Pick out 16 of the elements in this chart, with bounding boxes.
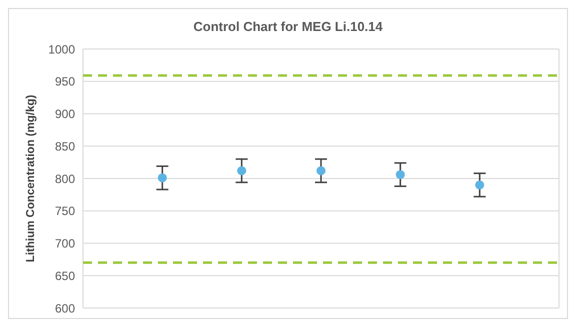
chart-title: Control Chart for MEG Li.10.14 — [192, 18, 384, 36]
point — [396, 170, 405, 180]
point — [237, 166, 246, 176]
y-tick-label: 850 — [54, 139, 76, 154]
y-tick-label: 900 — [54, 107, 76, 122]
y-tick-label: 700 — [54, 236, 76, 251]
y-tick-label: 1000 — [48, 42, 76, 56]
y-tick-label: 650 — [54, 268, 76, 283]
y-tick-label: 800 — [54, 172, 76, 186]
y-tick-label: 750 — [54, 204, 76, 218]
point — [158, 173, 167, 182]
point — [475, 180, 484, 190]
y-tick-label: 950 — [54, 74, 76, 89]
y-tick-label: 600 — [54, 301, 76, 316]
point — [316, 166, 326, 176]
y-axis-title: Lithium Concentration (mg/kg) — [25, 94, 38, 262]
